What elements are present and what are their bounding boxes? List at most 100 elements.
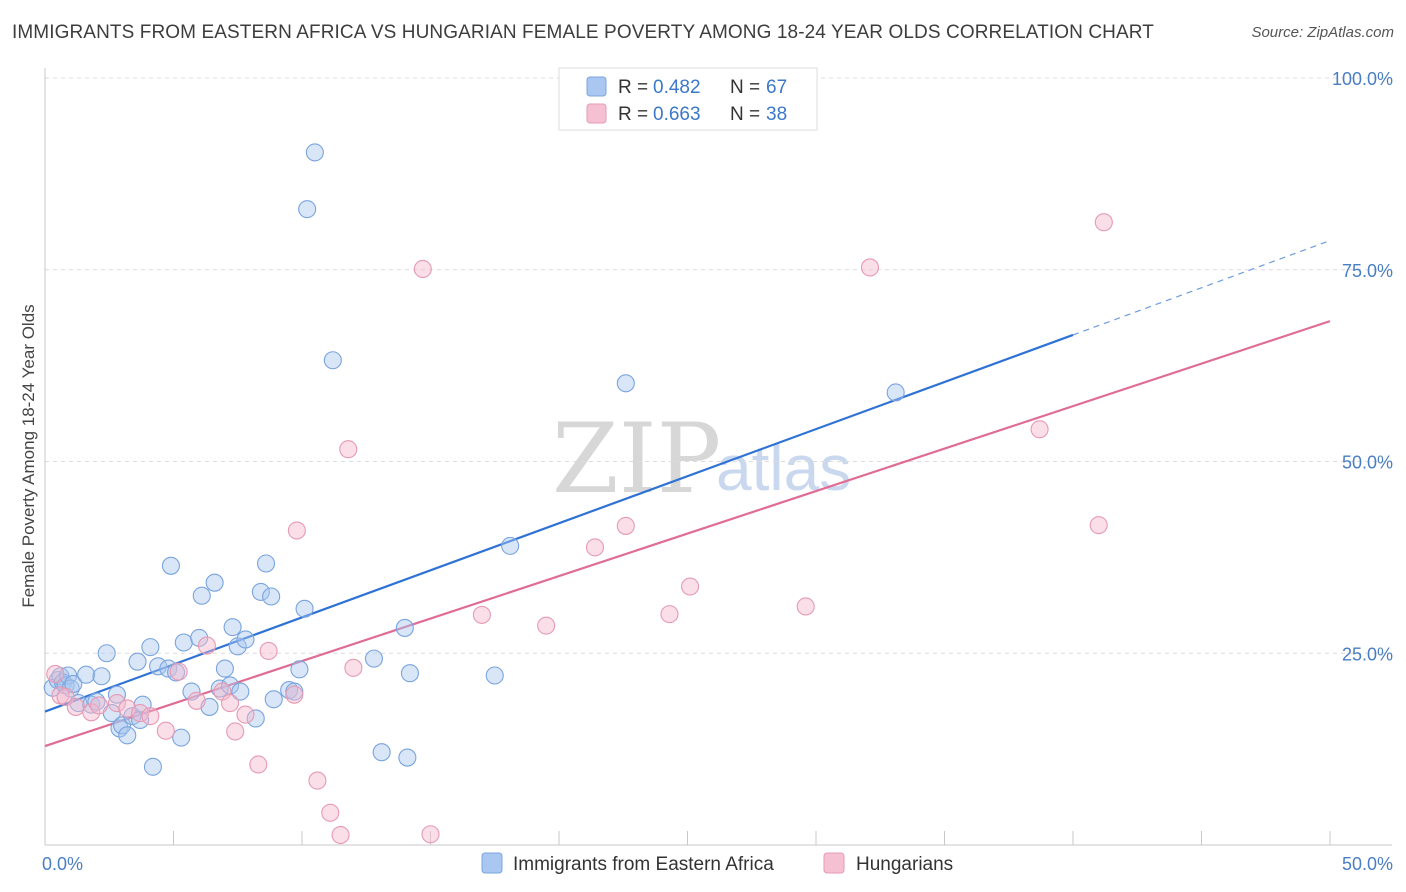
axes [44,68,1392,846]
pink-point [259,641,278,660]
bottom-legend-swatch-blue [481,852,503,874]
pink-point [285,685,304,704]
legend-r-label-pink: R = [618,104,648,125]
blue-point [290,660,309,679]
data-points [43,143,1113,845]
pink-point [681,577,700,596]
pink-point [472,605,491,624]
legend-n-label-blue: N = [730,77,760,98]
pink-point [537,616,556,635]
pink-point [156,721,175,740]
pink-point [236,705,255,724]
pink-point [226,722,245,741]
pink-point [421,825,440,844]
blue-point [228,637,247,656]
bottom-legend-label-blue: Immigrants from Eastern Africa [513,854,774,875]
blue-point [246,709,265,728]
legend-n-label-pink: N = [730,104,760,125]
blue-point [113,716,132,735]
blue-point [141,638,160,657]
blue-point [161,556,180,575]
watermark-atlas: atlas [716,432,851,504]
gridlines [45,77,1392,654]
blue-point [172,728,191,747]
blue-point [210,679,229,698]
pink-point [187,691,206,710]
bottom-legend-label-pink: Hungarians [856,854,953,875]
tick-labels: 25.0% 50.0% 75.0% 100.0% 0.0% 50.0% [42,69,1393,874]
chart-title: IMMIGRANTS FROM EASTERN AFRICA VS HUNGAR… [12,22,1154,43]
pink-point [66,697,85,716]
source-credit: Source: ZipAtlas.com [1251,24,1394,41]
pink-point [169,662,188,681]
blue-point [182,682,201,701]
pink-point [660,605,679,624]
pink-point [46,664,65,684]
x-tick-label-min: 0.0% [42,854,83,874]
blue-point [192,586,211,605]
x-tick-label-max: 50.0% [1342,854,1393,874]
blue-point [77,665,96,684]
blue-point [236,630,255,649]
blue-point [205,573,224,592]
pink-point [616,516,635,535]
blue-point [485,666,504,685]
pink-point [287,521,306,540]
blue-point [886,383,905,402]
legend-r-label-blue: R = [618,77,648,98]
pink-point [321,803,340,822]
blue-point [223,618,242,637]
blue-point [395,618,414,637]
y-tick-label-75: 75.0% [1342,261,1393,281]
trend-line-blue [44,333,1074,713]
blue-point [264,690,283,709]
blue-point [190,628,209,647]
blue-point [298,200,317,219]
blue-point [372,743,391,762]
legend-r-value-pink: 0.663 [653,104,701,125]
pink-point [413,259,432,279]
pink-point [249,755,268,774]
blue-point [215,659,234,678]
watermark-zip: ZIP [552,403,721,515]
pink-point [796,597,815,616]
pink-point [1030,420,1049,439]
blue-point [143,757,162,776]
trend-line-pink [44,320,1331,748]
blue-point [501,536,520,555]
blue-point [251,582,270,601]
pink-point [1094,213,1113,232]
blue-point [131,710,150,730]
pink-point [344,658,363,677]
pink-point [107,694,127,713]
pink-point [89,696,109,715]
pink-point [197,636,216,655]
legend-n-value-blue: 67 [766,77,787,98]
pink-point [585,538,605,557]
series-legend: Immigrants from Eastern Africa Hungarian… [481,852,953,875]
pink-point [308,771,327,790]
legend-n-value-pink: 38 [766,104,787,125]
blue-point [118,726,137,745]
blue-point [92,667,111,686]
y-tick-label-100: 100.0% [1332,69,1393,89]
bottom-legend-swatch-pink [823,852,845,874]
pink-point [141,707,160,726]
y-axis-label: Female Poverty Among 18-24 Year Olds [19,304,38,607]
y-tick-label-25: 25.0% [1342,644,1393,664]
blue-point [97,644,116,663]
blue-point [174,633,193,652]
blue-point [128,652,147,671]
pink-point [339,440,358,459]
blue-point [398,748,417,767]
blue-point [400,664,419,683]
blue-point [82,695,101,714]
stats-legend: R = 0.482 N = 67 R = 0.663 N = 38 [558,67,818,131]
blue-point [110,719,129,738]
pink-point [1089,516,1108,535]
legend-r-value-blue: 0.482 [653,77,701,98]
pink-point [860,258,880,277]
legend-swatch-blue [586,76,607,97]
blue-point [256,554,276,573]
